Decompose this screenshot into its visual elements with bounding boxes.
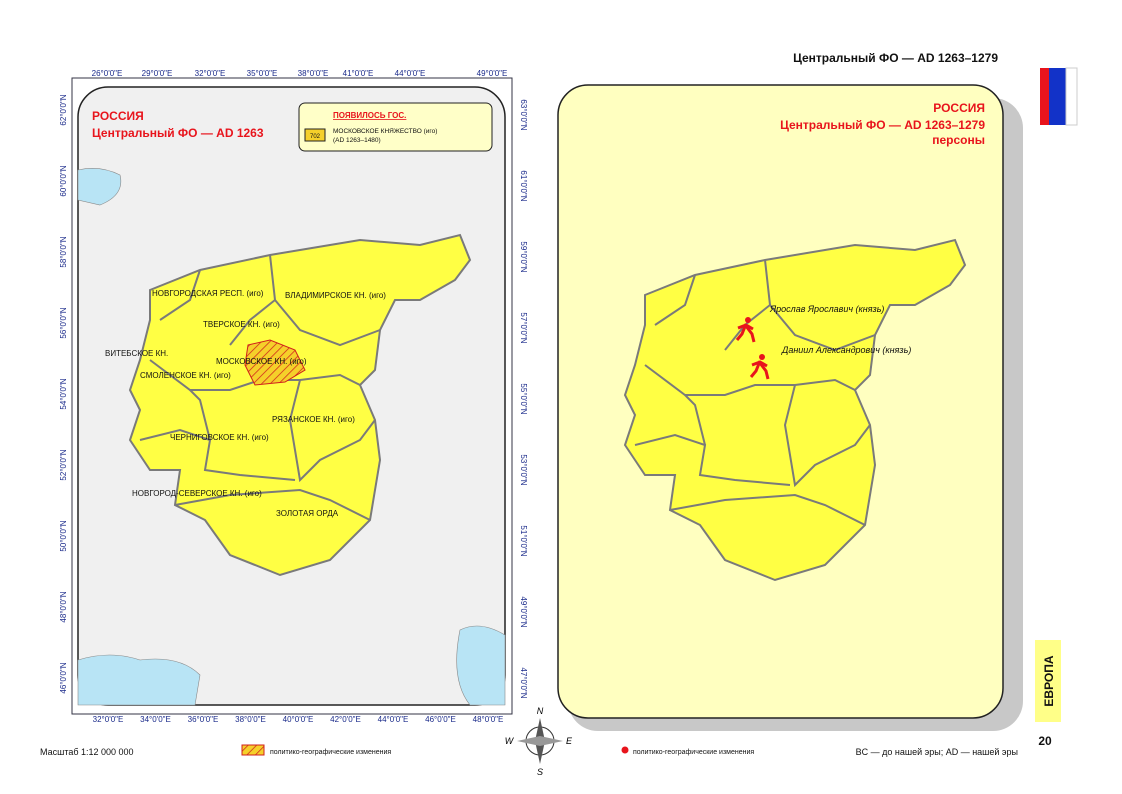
- region-label: НОВГОРОДСКАЯ РЕСП. (иго): [152, 289, 264, 298]
- left-map: РОССИЯ Центральный ФО — AD 1263 ПОЯВИЛОС…: [59, 69, 528, 724]
- axis-label: 48°0'0"E: [473, 715, 504, 724]
- person-icon: [749, 354, 770, 380]
- legend-text: политико-географические изменения: [270, 749, 391, 756]
- axis-label: 49°0'0"N: [519, 596, 528, 627]
- axis-label: 59°0'0"N: [519, 241, 528, 272]
- axis-label: 34°0'0"E: [140, 715, 171, 724]
- legend-code: 702: [310, 134, 321, 140]
- axis-label: 47°0'0"N: [519, 667, 528, 698]
- axis-label: 35°0'0"E: [247, 69, 278, 78]
- axis-label: 38°0'0"E: [235, 715, 266, 724]
- axis-label: 44°0'0"E: [378, 715, 409, 724]
- map-title: персоны: [932, 133, 985, 147]
- person-icon: [735, 317, 756, 343]
- era-note: BC — до нашей эры; AD — нашей эры: [856, 747, 1018, 757]
- compass-label: E: [566, 736, 573, 746]
- person-label: Ярослав Ярославич (князь): [769, 304, 884, 314]
- axis-label: 57°0'0"N: [519, 312, 528, 343]
- axis-label: 38°0'0"E: [298, 69, 329, 78]
- map-title: Центральный ФО — AD 1263–1279: [780, 118, 985, 132]
- compass-label: N: [537, 706, 544, 716]
- axis-label: 41°0'0"E: [343, 69, 374, 78]
- axis-label: 62°0'0"N: [59, 94, 68, 125]
- region-label: ЧЕРНИГОВСКОЕ КН. (иго): [170, 433, 269, 442]
- sea: [77, 654, 201, 706]
- sea: [456, 625, 506, 706]
- axis-label: 44°0'0"E: [395, 69, 426, 78]
- region-label: ЗОЛОТАЯ ОРДА: [276, 509, 339, 518]
- legend-text: политико-географические изменения: [633, 749, 754, 756]
- person-label: Даниил Александрович (князь): [781, 345, 911, 355]
- axis-label: 26°0'0"E: [92, 69, 123, 78]
- axis-label: 58°0'0"N: [59, 236, 68, 267]
- axis-label: 49°0'0"E: [477, 69, 508, 78]
- legend-swatch: [304, 128, 326, 142]
- axis-label: 63°0'0"N: [519, 99, 528, 130]
- right-map: РОССИЯ Центральный ФО — AD 1263–1279 пер…: [557, 84, 1023, 731]
- axis-label: 32°0'0"E: [93, 715, 124, 724]
- axis-label: 55°0'0"N: [519, 383, 528, 414]
- axis-label: 50°0'0"N: [59, 520, 68, 551]
- legend-name: МОСКОВСКОЕ КНЯЖЕСТВО (иго): [333, 128, 437, 135]
- axis-label: 40°0'0"E: [283, 715, 314, 724]
- axis-label: 46°0'0"N: [59, 662, 68, 693]
- axis-label: 46°0'0"E: [425, 715, 456, 724]
- axis-label: 60°0'0"N: [59, 165, 68, 196]
- flag: [1040, 67, 1078, 126]
- map-title: Центральный ФО — AD 1263: [92, 126, 264, 140]
- axis-label: 54°0'0"N: [59, 378, 68, 409]
- lake: [77, 168, 122, 206]
- page-number: 20: [1038, 734, 1052, 748]
- region-label: ВИТЕБСКОЕ КН.: [105, 349, 168, 358]
- region-label: НОВГОРОД-СЕВЕРСКОЕ КН. (иго): [132, 489, 262, 498]
- page-header: Центральный ФО — AD 1263–1279: [793, 51, 998, 65]
- section-tab: [1035, 640, 1061, 722]
- axis-label: 53°0'0"N: [519, 454, 528, 485]
- legend-swatch: [241, 744, 265, 756]
- axis-label: 36°0'0"E: [188, 715, 219, 724]
- axis-label: 42°0'0"E: [330, 715, 361, 724]
- axis-label: 51°0'0"N: [519, 525, 528, 556]
- compass: N W E S: [505, 706, 573, 777]
- axis-label: 48°0'0"N: [59, 591, 68, 622]
- axis-label: 56°0'0"N: [59, 307, 68, 338]
- region-label: ВЛАДИМИРСКОЕ КН. (иго): [285, 291, 386, 300]
- axis-label: 52°0'0"N: [59, 449, 68, 480]
- moscow-change: [244, 339, 306, 386]
- compass-label: W: [505, 736, 515, 746]
- region-label: СМОЛЕНСКОЕ КН. (иго): [140, 371, 231, 380]
- legend-period: (AD 1263–1480): [333, 137, 381, 144]
- map-title: РОССИЯ: [92, 109, 144, 123]
- region-label: РЯЗАНСКОЕ КН. (иго): [272, 415, 355, 424]
- map-title: РОССИЯ: [933, 101, 985, 115]
- region-label: ТВЕРСКОЕ КН. (иго): [203, 320, 280, 329]
- region-label: МОСКОВСКОЕ КН. (иго): [216, 357, 307, 366]
- axis-label: 61°0'0"N: [519, 170, 528, 201]
- scale: Масштаб 1:12 000 000: [40, 747, 134, 757]
- axis-label: 29°0'0"E: [142, 69, 173, 78]
- axis-label: 32°0'0"E: [195, 69, 226, 78]
- legend: ПОЯВИЛОСЬ ГОС. 702 МОСКОВСКОЕ КНЯЖЕСТВО …: [298, 102, 493, 152]
- section-label: ЕВРОПА: [1042, 655, 1056, 706]
- legend-dot: [621, 746, 629, 754]
- legend-heading: ПОЯВИЛОСЬ ГОС.: [333, 111, 406, 120]
- compass-label: S: [537, 767, 543, 777]
